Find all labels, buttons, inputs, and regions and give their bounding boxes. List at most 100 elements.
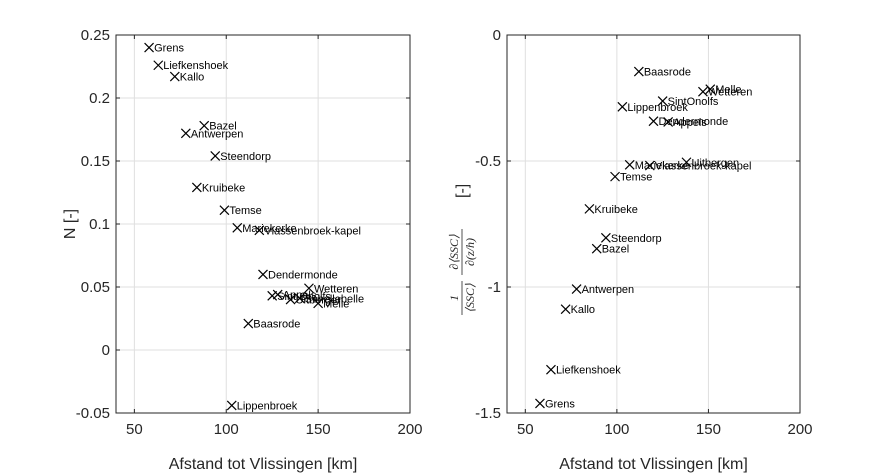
- chart1-point-14: Antwerpen: [571, 284, 635, 296]
- chart1-point-label-16: Liefkenshoek: [556, 365, 621, 377]
- chart1-ytick-label-0: -1.5: [475, 405, 501, 422]
- chart0-point-16: Melle: [313, 298, 349, 310]
- chart0-xtick-label-0: 50: [126, 421, 143, 438]
- chart1-point-12: Steendorp: [600, 232, 662, 245]
- chart0-point-label-18: Lippenbroek: [237, 400, 298, 412]
- chart0-point-label-0: Grens: [154, 43, 184, 55]
- chart0-point-marker-b-3: [199, 120, 210, 131]
- chart0-point-marker-b-8: [232, 222, 243, 233]
- chart0-point-5: Steendorp: [210, 151, 271, 163]
- chart0-point-label-4: Antwerpen: [191, 128, 244, 140]
- chart1-point-marker-b-10: [610, 171, 620, 182]
- chart0-xtick-label-1: 100: [214, 421, 239, 438]
- chart0-ytick-label-5: 0.2: [89, 90, 110, 107]
- chart0-point-label-2: Kallo: [180, 72, 204, 84]
- chart1-point-10: Temse: [610, 171, 652, 184]
- chart0-point-marker-b-18: [226, 400, 237, 411]
- chart1-point-4: Lippenbroek: [617, 101, 688, 114]
- chart-n: 50 100 150 200 -0.05 0 0.05 0.1 0.15 0.2 0.25 Afsta…: [62, 27, 423, 473]
- chart0-point-9: Vlassenbroek-kapel: [254, 225, 361, 237]
- chart1-point-9: Mariekerke: [624, 159, 689, 172]
- chart0-point-14: Uitbergen: [285, 294, 343, 307]
- chart1-xtick-label-1: 100: [604, 421, 629, 438]
- chart1-point-marker-b-4: [617, 101, 628, 112]
- chart1-xlabel: Afstand tot Vlissingen [km]: [559, 456, 748, 473]
- chart1-point-marker-b-3: [657, 96, 668, 106]
- chart1-point-label-12: Steendorp: [611, 233, 662, 245]
- chart1-point-label-6: Appels: [673, 117, 707, 129]
- chart1-xtick-label-0: 50: [517, 421, 534, 438]
- chart1-point-6: Appels: [663, 117, 707, 129]
- chart0-point-marker-b-1: [153, 60, 164, 71]
- chart1-ylabel-frac1-num: 1: [447, 295, 461, 301]
- chart1-point-1: Melle: [705, 84, 742, 96]
- chart0-point-marker-b-11: [304, 283, 314, 294]
- chart1-point-label-14: Antwerpen: [582, 284, 635, 296]
- chart0-point-label-3: Bazel: [209, 121, 237, 133]
- chart1-xtick-label-2: 150: [696, 421, 721, 438]
- chart1-point-label-11: Kruibeke: [594, 204, 637, 216]
- chart0-point-label-16: Melle: [323, 298, 349, 310]
- chart0-point-marker-b-0: [144, 42, 154, 53]
- chart0-point-marker-b-13: [267, 290, 278, 301]
- chart0-ytick-label-2: 0.05: [81, 279, 110, 296]
- chart0-xlabel: Afstand tot Vlissingen [km]: [169, 456, 358, 473]
- chart1-point-label-7: Uitbergen: [691, 157, 739, 169]
- chart0-point-1: Liefkenshoek: [153, 60, 229, 72]
- chart0-xtick-label-3: 200: [397, 421, 422, 438]
- chart1-point-label-4: Lippenbroek: [627, 102, 688, 114]
- chart1-point-0: Baasrode: [633, 66, 691, 79]
- chart1-point-label-13: Bazel: [602, 244, 630, 256]
- chart1-point-marker-b-14: [571, 284, 582, 294]
- chart1-ytick-label-1: -1: [488, 279, 501, 296]
- chart1-point-marker-b-15: [560, 304, 571, 315]
- chart0-point-marker-b-15: [294, 293, 305, 304]
- chart0-point-10: Dendermonde: [258, 269, 338, 281]
- chart0-point-0: Grens: [144, 42, 185, 55]
- chart0-point-label-11: Wetteren: [314, 283, 358, 295]
- chart1-point-label-15: Kallo: [571, 304, 595, 316]
- chart0-point-marker-b-7: [219, 205, 230, 216]
- chart1-point-label-17: Grens: [545, 398, 575, 410]
- chart1-point-label-10: Temse: [620, 172, 652, 184]
- chart0-point-label-10: Dendermonde: [268, 269, 338, 281]
- chart0-point-label-9: Vlassenbroek-kapel: [264, 225, 361, 237]
- chart1-axes-frame: [506, 34, 801, 414]
- chart1-point-marker-b-17: [535, 398, 545, 409]
- chart0-point-17: Baasrode: [243, 319, 300, 331]
- chart0-point-marker-b-10: [258, 269, 268, 280]
- chart0-point-marker-b-5: [210, 151, 221, 161]
- chart1-point-marker-b-8: [644, 160, 655, 171]
- chart0-point-marker-b-4: [180, 128, 191, 139]
- chart1-point-marker-b-6: [663, 117, 674, 127]
- chart1-plot-area: [507, 35, 800, 413]
- chart1-point-marker-b-1: [705, 84, 716, 95]
- chart0-point-label-7: Temse: [229, 205, 261, 217]
- chart1-point-16: Liefkenshoek: [546, 365, 621, 377]
- chart1-ylabel-unit: [-]: [454, 184, 471, 198]
- chart1-point-marker-b-9: [624, 159, 635, 170]
- chart1-point-marker-b-0: [633, 66, 644, 77]
- chart0-point-marker-b-6: [191, 182, 202, 193]
- chart0-point-marker-b-9: [254, 225, 265, 236]
- chart1-point-marker-b-16: [546, 364, 556, 375]
- chart1-point-3: SintOnolfs: [657, 96, 719, 108]
- chart0-ytick-label-0: -0.05: [76, 405, 110, 422]
- chart1-point-label-5: Dendermonde: [659, 116, 729, 128]
- chart1-point-7: Uitbergen: [681, 157, 739, 169]
- chart0-point-marker-b-14: [285, 294, 296, 305]
- chart1-point-13: Bazel: [591, 244, 630, 256]
- chart0-point-2: Kallo: [169, 72, 204, 84]
- chart1-ylabel-frac2-den: ∂(z/h): [463, 238, 477, 266]
- chart1-point-label-3: SintOnolfs: [668, 96, 719, 108]
- chart1-point-2: Wetteren: [698, 87, 752, 99]
- chart1-point-marker-b-12: [600, 232, 611, 243]
- chart0-point-label-8: Mariekerke: [242, 223, 296, 235]
- chart0-point-4: Antwerpen: [180, 128, 244, 140]
- chart1-ylabel-math: 1 ⟨SSC⟩∂⟨SSC⟩ ∂(z/h) [-]: [447, 184, 477, 315]
- chart1-point-label-0: Baasrode: [644, 67, 691, 79]
- chart1-point-label-1: Melle: [715, 84, 741, 96]
- chart0-point-3: Bazel: [199, 120, 237, 133]
- chart0-point-marker-b-16: [313, 298, 324, 309]
